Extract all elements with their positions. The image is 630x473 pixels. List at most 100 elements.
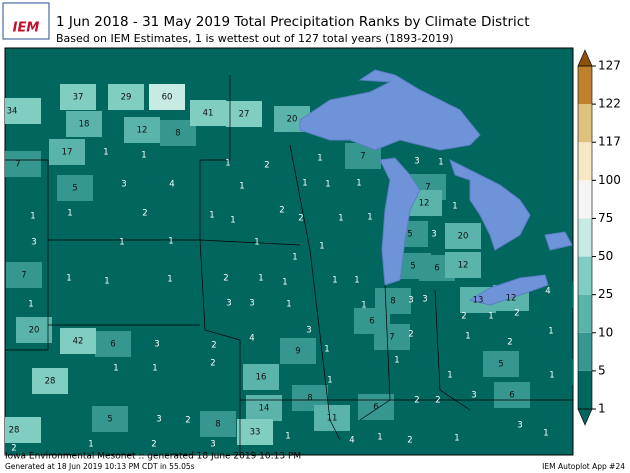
rank-label: 1 bbox=[239, 182, 244, 192]
colorbar-tick-label: 50 bbox=[598, 249, 613, 263]
districts bbox=[5, 84, 573, 455]
rank-label: 8 bbox=[390, 297, 395, 307]
rank-label: 2 bbox=[11, 444, 16, 454]
district bbox=[108, 84, 144, 110]
rank-label: 2 bbox=[514, 309, 519, 319]
rank-label: 2 bbox=[461, 312, 466, 322]
rank-label: 3 bbox=[306, 326, 311, 336]
rank-label: 1 bbox=[367, 213, 372, 223]
district bbox=[136, 429, 172, 455]
rank-label: 2 bbox=[211, 341, 216, 351]
rank-label: 3 bbox=[210, 440, 215, 450]
colorbar-bin bbox=[578, 256, 592, 295]
district bbox=[32, 368, 68, 394]
rank-label: 2 bbox=[210, 359, 215, 369]
rank-label: 1 bbox=[454, 434, 459, 444]
rank-label: 1 bbox=[104, 277, 109, 287]
district bbox=[456, 382, 492, 408]
rank-label: 20 bbox=[287, 115, 298, 125]
rank-label: 2 bbox=[142, 209, 147, 219]
rank-label: 3 bbox=[249, 299, 254, 309]
rank-label: 1 bbox=[258, 274, 263, 284]
rank-label: 6 bbox=[373, 403, 378, 413]
logo: IEM bbox=[13, 21, 40, 36]
rank-label: 1 bbox=[28, 300, 33, 310]
rank-label: 1 bbox=[292, 253, 297, 263]
district bbox=[450, 323, 486, 349]
rank-label: 1 bbox=[168, 237, 173, 247]
colorbar-tick-label: 5 bbox=[598, 363, 606, 377]
rank-label: 3 bbox=[408, 296, 413, 306]
district bbox=[445, 223, 481, 249]
rank-label: 20 bbox=[458, 232, 469, 242]
colorbar-bin bbox=[578, 294, 592, 333]
district bbox=[483, 351, 519, 377]
rank-label: 12 bbox=[506, 294, 517, 304]
district bbox=[152, 266, 188, 292]
lake-erie bbox=[468, 274, 549, 306]
district bbox=[208, 265, 244, 291]
rank-label: 1 bbox=[119, 238, 124, 248]
district bbox=[149, 84, 185, 110]
rank-label: 1 bbox=[361, 301, 366, 311]
rank-label: 2 bbox=[264, 161, 269, 171]
district bbox=[15, 203, 51, 229]
district bbox=[302, 145, 338, 171]
district bbox=[127, 200, 163, 226]
district bbox=[270, 423, 306, 449]
district bbox=[5, 151, 41, 177]
rank-label: 37 bbox=[73, 93, 84, 103]
rank-label: 5 bbox=[410, 262, 415, 272]
district bbox=[392, 427, 428, 453]
rank-label: 28 bbox=[9, 426, 20, 436]
rank-label: 1 bbox=[285, 432, 290, 442]
rank-label: 1 bbox=[317, 154, 322, 164]
rank-label: 7 bbox=[21, 271, 26, 281]
district bbox=[153, 228, 189, 254]
colorbar-bin bbox=[578, 142, 592, 181]
district bbox=[60, 84, 96, 110]
footer-generated: Generated at 18 Jun 2019 10:13 PM CDT in… bbox=[5, 462, 195, 471]
district bbox=[352, 204, 388, 230]
district bbox=[5, 98, 41, 124]
rank-label: 1 bbox=[549, 371, 554, 381]
rank-label: 3 bbox=[517, 421, 522, 431]
rank-label: 1 bbox=[141, 151, 146, 161]
rank-label: 33 bbox=[250, 428, 261, 438]
district bbox=[215, 207, 251, 233]
district bbox=[126, 142, 162, 168]
district bbox=[195, 350, 231, 376]
rank-label: 17 bbox=[62, 148, 73, 158]
district bbox=[88, 139, 124, 165]
rank-label: 1 bbox=[325, 180, 330, 190]
rank-label: 1 bbox=[152, 364, 157, 374]
district bbox=[51, 265, 87, 291]
colorbar-bin bbox=[578, 104, 592, 143]
rank-label: 1 bbox=[319, 242, 324, 252]
district bbox=[439, 425, 475, 451]
district bbox=[445, 252, 481, 278]
rank-label: 3 bbox=[154, 340, 159, 350]
district bbox=[139, 331, 175, 357]
rank-label: 3 bbox=[156, 415, 161, 425]
rank-label: 1 bbox=[67, 209, 72, 219]
rank-label: 1 bbox=[167, 275, 172, 285]
rank-label: 12 bbox=[137, 126, 148, 136]
rank-label: 14 bbox=[259, 404, 270, 414]
rank-label: 1 bbox=[354, 276, 359, 286]
rank-label: 4 bbox=[545, 287, 550, 297]
state-border bbox=[199, 239, 301, 246]
rank-label: 1 bbox=[113, 364, 118, 374]
rank-label: 3 bbox=[422, 295, 427, 305]
district bbox=[137, 355, 173, 381]
rank-label: 16 bbox=[256, 373, 267, 383]
rank-label: 4 bbox=[249, 334, 254, 344]
rank-label: 27 bbox=[239, 110, 250, 120]
state-border bbox=[5, 159, 49, 351]
rank-label: 1 bbox=[452, 202, 457, 212]
district bbox=[92, 406, 128, 432]
rank-label: 34 bbox=[7, 107, 18, 117]
rank-label: 2 bbox=[507, 338, 512, 348]
rank-label: 3 bbox=[31, 238, 36, 248]
